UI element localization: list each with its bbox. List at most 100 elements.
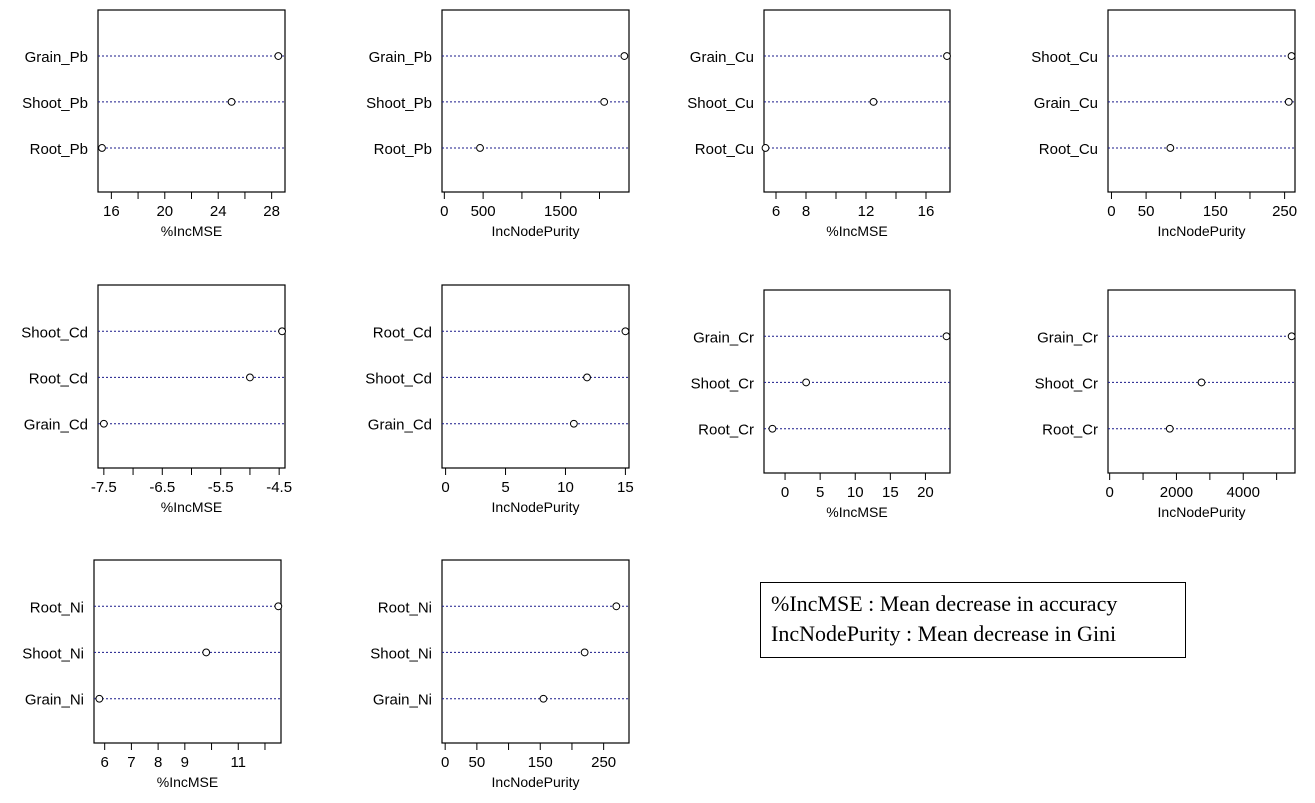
data-point: [98, 144, 106, 152]
tick-label: 50: [1138, 203, 1155, 220]
plot-frame: [1107, 289, 1296, 474]
row-label: Root_Ni: [378, 599, 432, 616]
tick-label: 4000: [1227, 484, 1260, 501]
tick-label: 8: [154, 754, 162, 771]
panel-8: Grain_Cr Shoot_Cr Root_Cr 0 2000 4000 IncNodeP…: [1035, 289, 1296, 520]
data-point: [1197, 378, 1206, 387]
row-label: Shoot_Cd: [21, 324, 88, 341]
row-label: Root_Cu: [1039, 141, 1098, 158]
row-label: Shoot_Pb: [22, 95, 88, 112]
panel-1: Grain_Pb Shoot_Pb Root_Pb 16 20 24 28 %IncMSE: [22, 9, 286, 239]
data-point: [539, 694, 548, 703]
data-point: [246, 373, 254, 382]
row-label: Root_Cr: [698, 422, 754, 439]
data-point: [274, 52, 283, 60]
row-label: Root_Cr: [1042, 422, 1098, 439]
data-point: [202, 648, 211, 657]
x-axis-label: %IncMSE: [826, 223, 887, 239]
plot-frame: [441, 559, 630, 744]
data-point: [600, 98, 609, 106]
tick-label: 11: [230, 754, 246, 771]
row-label: Root_Ni: [30, 599, 84, 616]
x-axis-label: IncNodePurity: [492, 223, 580, 239]
row-label: Grain_Cd: [24, 417, 88, 434]
row-label: Shoot_Cd: [365, 370, 432, 387]
row-label: Grain_Ni: [25, 692, 84, 709]
data-point: [942, 332, 951, 341]
data-point: [476, 144, 484, 152]
row-label: Grain_Cu: [1034, 95, 1098, 112]
data-point: [768, 424, 777, 433]
x-axis-label: IncNodePurity: [1158, 504, 1246, 520]
tick-label: 250: [591, 754, 616, 771]
tick-label: 0: [441, 754, 449, 771]
x-axis-label: %IncMSE: [161, 499, 222, 515]
tick-label: 0: [441, 479, 449, 496]
tick-label: 150: [528, 754, 553, 771]
data-point: [99, 419, 108, 428]
x-axis-label: %IncMSE: [161, 223, 222, 239]
panel-7: Grain_Cr Shoot_Cr Root_Cr 0 5 10 15 20 %IncMSE: [691, 289, 951, 520]
plot-frame: [93, 559, 282, 744]
legend-line-incmse: %IncMSE : Mean decrease in accuracy: [771, 591, 1118, 616]
row-label: Grain_Cd: [368, 417, 432, 434]
tick-label: 10: [557, 479, 574, 496]
tick-label: 28: [263, 203, 280, 220]
x-axis-label: %IncMSE: [826, 504, 887, 520]
tick-label: 150: [1203, 203, 1228, 220]
row-label: Shoot_Ni: [370, 645, 432, 662]
plot-frame: [763, 289, 951, 474]
tick-label: 24: [210, 203, 227, 220]
row-label: Root_Cd: [29, 370, 88, 387]
row-label: Root_Cd: [373, 324, 432, 341]
data-point: [95, 694, 104, 703]
tick-label: 12: [858, 203, 875, 220]
plot-frame: [97, 284, 286, 469]
data-point: [274, 602, 283, 611]
panel-2: Grain_Pb Shoot_Pb Root_Pb 0 500 1500 IncNodePu…: [366, 9, 630, 239]
panel-5: Shoot_Cd Root_Cd Grain_Cd -7.5 -6.5 -5.5 -4.5%…: [21, 284, 292, 515]
row-label: Root_Pb: [374, 141, 432, 158]
panel-3: Grain_Cu Shoot_Cu Root_Cu 6 8 12 16 %IncMSE: [687, 9, 951, 239]
plot-frame: [763, 9, 951, 193]
data-point: [278, 327, 286, 336]
x-axis-label: IncNodePurity: [492, 499, 580, 515]
plot-frame: [97, 9, 286, 193]
data-point: [761, 144, 770, 152]
data-point: [1166, 144, 1175, 152]
tick-label: 10: [847, 484, 864, 501]
tick-label: 16: [918, 203, 935, 220]
x-axis-label: IncNodePurity: [492, 774, 580, 790]
tick-label: 6: [772, 203, 780, 220]
tick-label: 0: [1107, 203, 1115, 220]
data-point: [869, 98, 878, 106]
tick-label: 500: [471, 203, 496, 220]
tick-label: -7.5: [91, 479, 117, 496]
legend-line-incnodepurity: IncNodePurity : Mean decrease in Gini: [771, 621, 1117, 646]
plot-frame: [441, 284, 630, 469]
tick-label: 16: [103, 203, 120, 220]
tick-label: 0: [440, 203, 448, 220]
tick-label: 20: [917, 484, 934, 501]
tick-label: -5.5: [208, 479, 234, 496]
x-axis-label: IncNodePurity: [1158, 223, 1246, 239]
row-label: Grain_Cr: [693, 329, 754, 346]
data-point: [1284, 98, 1293, 106]
data-point: [1287, 52, 1296, 60]
tick-label: 5: [501, 479, 509, 496]
data-point: [1287, 332, 1296, 341]
row-label: Root_Pb: [30, 141, 88, 158]
plot-frame: [1107, 9, 1296, 193]
tick-label: 0: [1105, 484, 1113, 501]
panel-9: Root_Ni Shoot_Ni Grain_Ni 6 7 8 9 11 %IncMSE: [22, 559, 283, 790]
data-point: [621, 327, 630, 336]
legend-box: %IncMSE : Mean decrease in accuracy IncN…: [760, 582, 1186, 658]
tick-label: 2000: [1160, 484, 1193, 501]
row-label: Shoot_Cu: [1031, 49, 1098, 66]
tick-label: 0: [781, 484, 789, 501]
data-point: [802, 378, 811, 387]
panel-10: Root_Ni Shoot_Ni Grain_Ni 0 50 150 250 IncNodeP…: [370, 559, 630, 790]
tick-label: -4.5: [266, 479, 292, 496]
x-axis-label: %IncMSE: [157, 774, 218, 790]
